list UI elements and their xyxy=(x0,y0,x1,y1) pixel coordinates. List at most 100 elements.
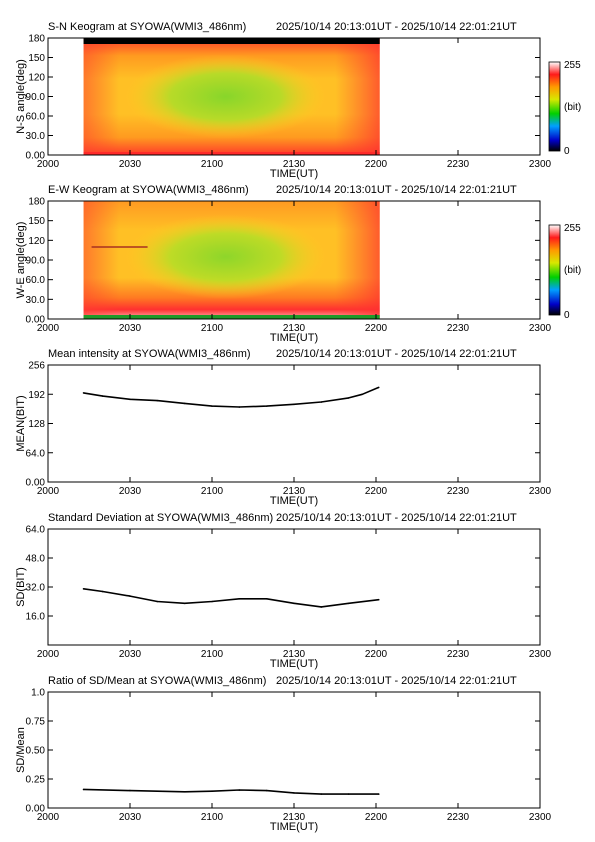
x-tick-label: 2000 xyxy=(37,323,60,334)
y-tick-label: 120 xyxy=(28,73,45,84)
data-point xyxy=(238,406,241,408)
y-tick-label: 48.0 xyxy=(26,554,46,565)
keogram-image xyxy=(83,201,380,319)
colorbar-scale xyxy=(548,224,561,316)
keogram-edge-shading xyxy=(83,201,380,319)
colorbar-min-label: 0 xyxy=(564,146,570,157)
x-tick-label: 2100 xyxy=(201,649,224,660)
data-point xyxy=(320,606,323,608)
y-tick-label: 0.50 xyxy=(26,746,46,757)
chart-panel-4: Standard Deviation at SYOWA(WMI3_486nm) 2… xyxy=(15,512,552,670)
keogram-bottom-band xyxy=(83,152,380,155)
x-axis-label: TIME(UT) xyxy=(270,658,318,670)
y-tick-label: 0.00 xyxy=(26,804,46,815)
x-tick-label: 2230 xyxy=(447,486,470,497)
data-point xyxy=(183,790,186,793)
chart-panel-1: S-N Keogram at SYOWA(WMI3_486nm) 2025/10/… xyxy=(15,21,581,180)
x-tick-label: 2300 xyxy=(529,486,552,497)
y-tick-label: 120 xyxy=(28,236,45,247)
x-tick-label: 2200 xyxy=(365,323,388,334)
y-tick-label: 192 xyxy=(28,390,45,401)
data-point xyxy=(82,588,85,590)
series-line xyxy=(83,386,380,408)
chart-panel-2: E-W Keogram at SYOWA(WMI3_486nm) 2025/10/… xyxy=(15,184,581,344)
keogram-top-band xyxy=(83,38,380,44)
panel-time-range: 2025/10/14 20:13:01UT - 2025/10/14 22:01… xyxy=(276,21,517,33)
y-tick-label: 0.00 xyxy=(26,478,46,489)
x-tick-label: 2100 xyxy=(201,812,224,823)
colorbar-scale xyxy=(548,61,561,152)
data-point xyxy=(82,392,85,394)
y-tick-label: 64.0 xyxy=(26,525,46,536)
panel-time-range: 2025/10/14 20:13:01UT - 2025/10/14 22:01… xyxy=(276,512,517,524)
x-axis-label: TIME(UT) xyxy=(270,168,318,180)
x-tick-label: 2300 xyxy=(529,159,552,170)
x-tick-label: 2230 xyxy=(447,323,470,334)
data-point xyxy=(211,600,213,603)
panel-title: E-W Keogram at SYOWA(WMI3_486nm) xyxy=(48,184,249,196)
data-point xyxy=(156,399,159,402)
x-tick-label: 2000 xyxy=(37,486,60,497)
x-tick-label: 2130 xyxy=(283,323,306,334)
x-tick-label: 2230 xyxy=(447,159,470,170)
data-point xyxy=(211,790,213,792)
data-point xyxy=(129,398,131,401)
panel-title: Mean intensity at SYOWA(WMI3_486nm) xyxy=(48,348,251,360)
data-point xyxy=(101,590,104,593)
panel-time-range: 2025/10/14 20:13:01UT - 2025/10/14 22:01… xyxy=(276,184,517,196)
x-axis-label: TIME(UT) xyxy=(270,332,318,344)
colorbar-unit-label: (bit) xyxy=(564,265,581,276)
x-axis-label: TIME(UT) xyxy=(270,495,318,507)
y-tick-label: 1.0 xyxy=(31,688,45,699)
data-point xyxy=(320,793,323,795)
x-axis-label: TIME(UT) xyxy=(270,821,318,833)
data-point xyxy=(183,402,186,405)
x-tick-label: 2000 xyxy=(37,649,60,660)
keogram-edge-shading xyxy=(83,38,380,155)
y-tick-label: 16.0 xyxy=(26,612,46,623)
data-point xyxy=(129,789,131,792)
x-tick-label: 2200 xyxy=(365,649,388,660)
data-point xyxy=(377,598,380,601)
colorbar: 255 (bit) 0 xyxy=(548,60,581,157)
x-tick-label: 2000 xyxy=(37,812,60,823)
x-tick-label: 2130 xyxy=(283,812,306,823)
y-axis-label: SD/Mean xyxy=(15,727,27,773)
panel-title: Ratio of SD/Mean at SYOWA(WMI3_486nm) xyxy=(48,675,266,687)
colorbar-max-label: 255 xyxy=(564,60,581,71)
data-point xyxy=(347,602,350,605)
data-point xyxy=(101,395,104,397)
data-point xyxy=(156,600,159,603)
y-tick-label: 180 xyxy=(28,34,45,45)
x-tick-label: 2200 xyxy=(365,486,388,497)
colorbar-unit-label: (bit) xyxy=(564,102,581,113)
y-axis-label: N-S angle(deg) xyxy=(15,59,27,134)
data-point xyxy=(293,602,295,605)
y-axis-label: SD(BIT) xyxy=(15,567,27,607)
data-point xyxy=(377,793,380,795)
data-point xyxy=(82,788,85,791)
x-tick-label: 2100 xyxy=(201,486,224,497)
colorbar-max-label: 255 xyxy=(564,223,581,234)
y-axis-label: MEAN(BIT) xyxy=(15,395,27,451)
colorbar: 255 (bit) 0 xyxy=(548,223,581,321)
y-tick-label: 150 xyxy=(28,216,45,227)
x-tick-label: 2030 xyxy=(119,159,142,170)
x-tick-label: 2030 xyxy=(119,323,142,334)
panel-title: Standard Deviation at SYOWA(WMI3_486nm) xyxy=(48,512,273,524)
x-tick-label: 2230 xyxy=(447,812,470,823)
panel-title: S-N Keogram at SYOWA(WMI3_486nm) xyxy=(48,21,246,33)
data-point xyxy=(265,789,268,792)
y-tick-label: 30.0 xyxy=(26,295,46,306)
data-point xyxy=(238,597,241,600)
chart-panel-3: Mean intensity at SYOWA(WMI3_486nm) 2025/… xyxy=(15,348,552,507)
x-tick-label: 2300 xyxy=(529,323,552,334)
y-tick-label: 0.00 xyxy=(26,151,46,162)
data-point xyxy=(347,793,350,795)
data-point xyxy=(293,403,295,406)
series-line xyxy=(83,788,379,795)
y-tick-label: 0.25 xyxy=(26,775,46,786)
y-tick-label: 64.0 xyxy=(26,448,46,459)
x-tick-label: 2200 xyxy=(365,812,388,823)
data-point xyxy=(293,792,295,794)
